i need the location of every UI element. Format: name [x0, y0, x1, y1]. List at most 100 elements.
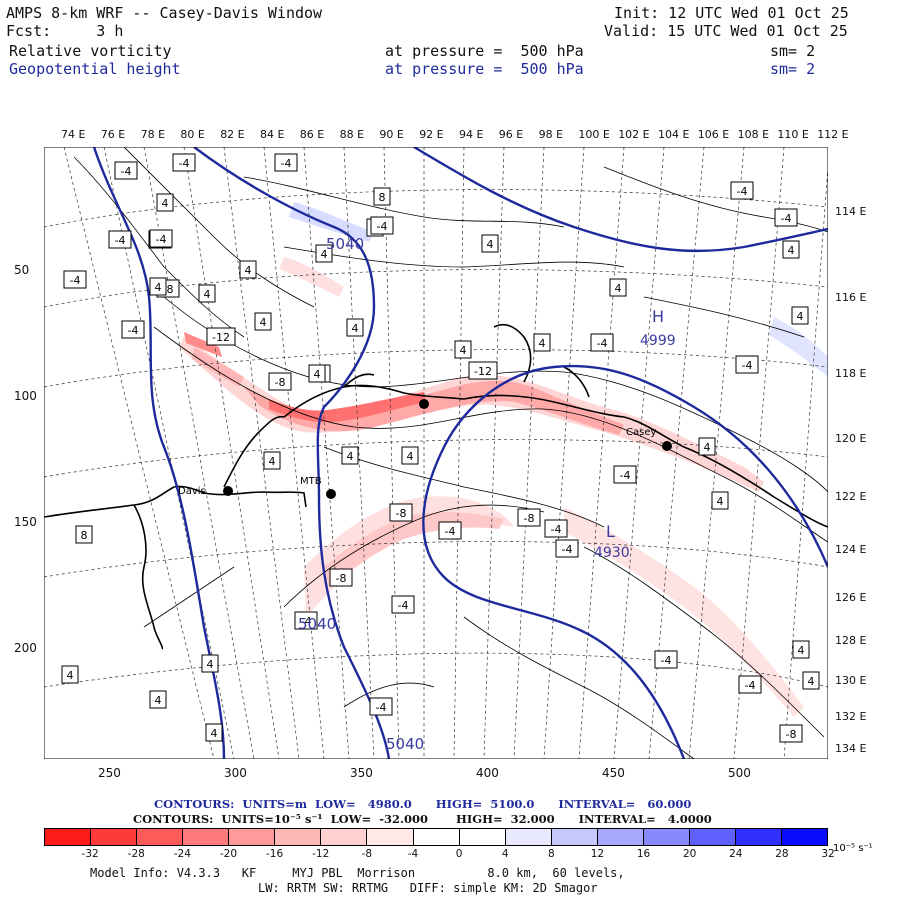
x-axis-label: 350	[350, 766, 373, 780]
height-label-5040-north: 5040	[326, 235, 364, 253]
vorticity-box	[590, 333, 614, 352]
vorticity-box	[206, 327, 236, 346]
vorticity-box	[481, 234, 499, 253]
vorticity-box	[779, 724, 803, 743]
right-longitude-label: 132 E	[835, 710, 867, 723]
vorticity-box	[198, 284, 216, 303]
color-bar-label: 20	[682, 848, 697, 860]
vorticity-box-value: 4	[352, 322, 359, 335]
color-bar-swatch	[45, 829, 92, 845]
vorticity-box	[517, 508, 541, 527]
vorticity-box-value: 4	[207, 658, 214, 671]
vorticity-box	[544, 519, 568, 538]
vorticity-box-value: 8	[379, 191, 386, 204]
right-longitude-label: 124 E	[835, 543, 867, 556]
color-bar-label: -4	[407, 848, 419, 860]
vorticity-box	[263, 451, 281, 470]
color-bar-swatch	[459, 829, 506, 845]
color-bar-swatch	[367, 829, 414, 845]
color-bar-label: 16	[636, 848, 651, 860]
top-longitude-label: 90 E	[379, 128, 404, 141]
vorticity-shading	[179, 202, 828, 717]
vorticity-box	[201, 654, 219, 673]
height-label-5040-south: 5040	[386, 735, 424, 753]
vorticity-box	[329, 568, 353, 587]
vorticity-box-value: 4	[487, 238, 494, 251]
vorticity-box-value: -4	[121, 165, 132, 178]
vorticity-box	[802, 671, 820, 690]
right-longitude-label: 128 E	[835, 634, 867, 647]
high-value: 4999	[640, 333, 676, 349]
vorticity-box-value: 4	[260, 316, 267, 329]
vorticity-box-value: 4	[211, 727, 218, 740]
right-longitude-label: 118 E	[835, 367, 867, 380]
vorticity-box	[735, 355, 759, 374]
vorticity-box	[389, 503, 413, 522]
y-axis-label: 150	[14, 515, 37, 529]
color-bar-swatch	[551, 829, 598, 845]
vorticity-box	[698, 437, 716, 456]
vorticity-box-value: 4	[717, 495, 724, 508]
vorticity-box	[149, 277, 167, 296]
color-bar-swatch	[137, 829, 184, 845]
field1-name: Relative vorticity	[9, 42, 172, 60]
y-axis-label: 200	[14, 641, 37, 655]
vorticity-box-value: 4	[314, 368, 321, 381]
vorticity-box-value: -4	[737, 185, 748, 198]
station-label-casey: Casey	[626, 427, 656, 438]
color-bar-label: 8	[547, 848, 555, 860]
right-longitude-label: 122 E	[835, 490, 867, 503]
contours-vorticity-info: CONTOURS: UNITS=10⁻⁵ s⁻¹ LOW= -32.000 HI…	[133, 812, 712, 826]
field1-level: at pressure = 500 hPa	[385, 42, 584, 60]
color-bar-label: 24	[729, 848, 743, 860]
vorticity-box-value: 4	[347, 450, 354, 463]
station-markers	[223, 399, 672, 499]
map-panel: -4-4-44-48-4-44-4-844-4-124444-4-84-444-…	[44, 147, 828, 759]
vorticity-box-value: 4	[204, 288, 211, 301]
vorticity-box-value: -8	[336, 572, 347, 585]
color-bar-swatch	[505, 829, 552, 845]
top-longitude-label: 108 E	[737, 128, 770, 141]
top-longitude-label: 92 E	[419, 128, 444, 141]
valid-time: Valid: 15 UTC Wed 01 Oct 25	[604, 22, 848, 40]
vorticity-box	[121, 320, 145, 339]
vorticity-box	[205, 723, 223, 742]
color-bar-label: 32	[821, 848, 835, 860]
vorticity-box-value: -4	[742, 359, 753, 372]
x-axis-label: 300	[224, 766, 247, 780]
right-longitude-label: 130 E	[835, 674, 867, 687]
vorticity-box	[373, 187, 391, 206]
top-longitude-label: 86 E	[299, 128, 325, 141]
vorticity-box-value: -4	[551, 523, 562, 536]
x-axis-label: 450	[602, 766, 625, 780]
x-axis-label: 400	[476, 766, 499, 780]
vorticity-box	[791, 306, 809, 325]
vorticity-box	[308, 364, 326, 383]
vorticity-box-value: 4	[539, 337, 546, 350]
color-bar-swatch	[91, 829, 138, 845]
color-bar-label: 12	[590, 848, 605, 860]
vorticity-box-value: 4	[615, 282, 622, 295]
vorticity-box-value: -4	[562, 543, 573, 556]
field2-name: Geopotential height	[9, 60, 181, 78]
color-bar-swatch	[413, 829, 460, 845]
forecast-hour: Fcst: 3 h	[6, 22, 124, 40]
vorticity-box-value: -4	[445, 525, 456, 538]
top-longitude-label: 78 E	[140, 128, 166, 141]
vorticity-box	[468, 361, 498, 380]
color-bar-swatch	[183, 829, 230, 845]
color-bar-swatch	[597, 829, 644, 845]
vorticity-box-value: -8	[396, 507, 407, 520]
vorticity-box	[149, 229, 173, 248]
y-axis-label: 100	[14, 389, 37, 403]
vorticity-box-value: 4	[407, 450, 414, 463]
vorticity-box	[274, 153, 298, 172]
color-bar-label: -12	[312, 848, 330, 860]
vorticity-box	[738, 675, 762, 694]
vorticity-box-value: 4	[245, 264, 252, 277]
vorticity-box-value: -4	[115, 234, 126, 247]
color-bar	[44, 828, 828, 846]
vorticity-box-value: -8	[275, 376, 286, 389]
right-longitude-label: 126 E	[835, 591, 867, 604]
vorticity-box-value: -12	[474, 365, 492, 378]
